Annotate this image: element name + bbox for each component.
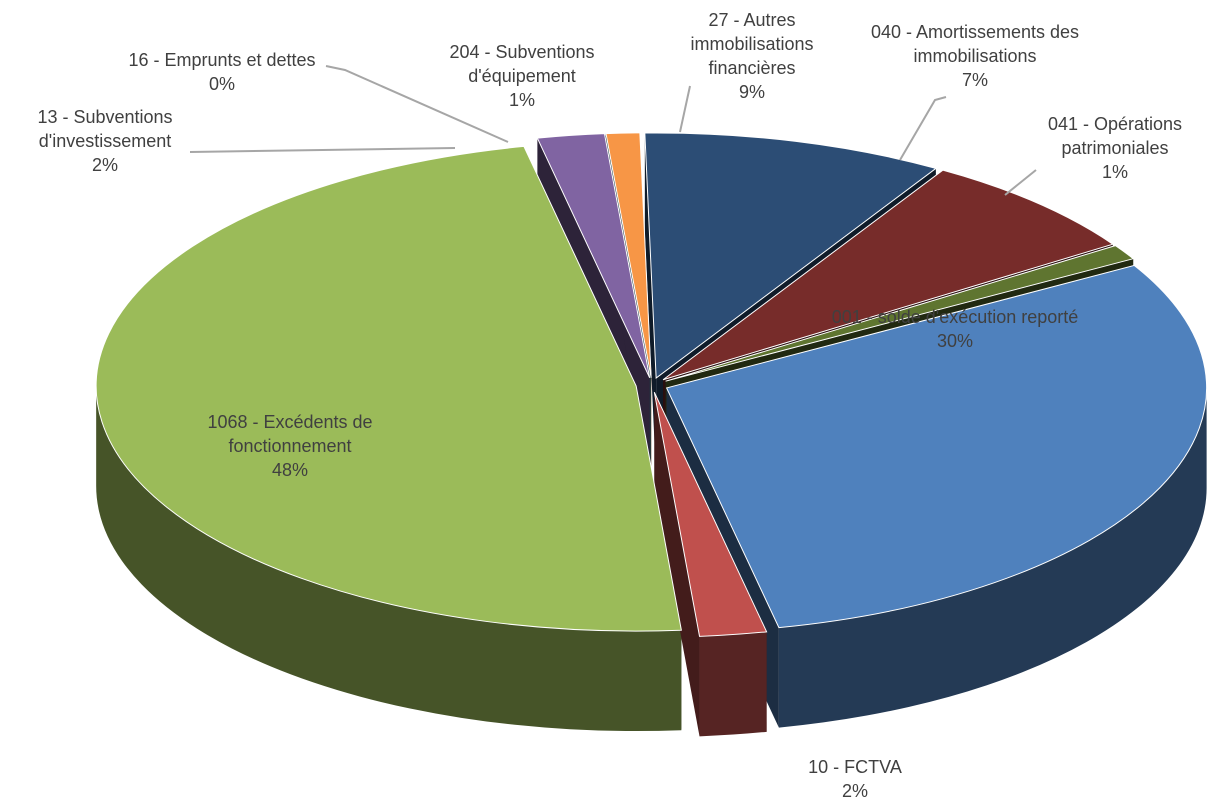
- data-label: 13 - Subventions d'investissement 2%: [5, 105, 205, 177]
- percent-label: 1%: [1101, 162, 1128, 182]
- category-label: 040 - Amortissements des immobilisations: [870, 22, 1080, 66]
- category-label: 001 - solde d'exécution reporté: [831, 307, 1079, 327]
- data-label: 16 - Emprunts et dettes 0%: [92, 48, 352, 96]
- category-label: 27 - Autres immobilisations financières: [690, 10, 814, 78]
- percent-label: 7%: [961, 70, 988, 90]
- slice: [665, 245, 1135, 382]
- slice: [665, 264, 1208, 629]
- category-label: 041 - Opérations patrimoniales: [1047, 114, 1183, 158]
- category-label: 16 - Emprunts et dettes: [128, 50, 316, 70]
- percent-label: 2%: [91, 155, 118, 175]
- slice-tops: [95, 132, 1208, 637]
- leader-line: [679, 85, 691, 133]
- slice: [95, 145, 682, 632]
- category-label: 1068 - Excédents de fonctionnement: [207, 412, 373, 456]
- slice: [605, 132, 652, 378]
- data-label: 041 - Opérations patrimoniales 1%: [1030, 112, 1200, 184]
- category-label: 10 - FCTVA: [808, 757, 902, 777]
- data-label: 204 - Subventions d'équipement 1%: [422, 40, 622, 112]
- slice: [653, 391, 768, 637]
- category-label: 204 - Subventions d'équipement: [449, 42, 595, 86]
- percent-label: 30%: [936, 331, 974, 351]
- slice: [644, 132, 937, 379]
- slice-side: [699, 631, 767, 737]
- data-label: 10 - FCTVA 2%: [780, 755, 930, 799]
- percent-label: 0%: [208, 74, 235, 94]
- data-label: 1068 - Excédents de fonctionnement 48%: [175, 410, 405, 482]
- percent-label: 9%: [738, 82, 765, 102]
- percent-label: 48%: [271, 460, 309, 480]
- percent-label: 1%: [508, 90, 535, 110]
- category-label: 13 - Subventions d'investissement: [37, 107, 173, 151]
- slice: [536, 133, 651, 379]
- leader-line: [189, 147, 456, 153]
- slice-wall: [654, 392, 700, 737]
- data-label: 001 - solde d'exécution reporté 30%: [830, 305, 1080, 353]
- data-label: 27 - Autres immobilisations financières 9…: [657, 8, 847, 104]
- slice: [662, 169, 1114, 381]
- leader-line: [325, 65, 509, 143]
- slice-side: [778, 387, 1207, 728]
- leader-line: [899, 96, 947, 161]
- percent-label: 2%: [841, 781, 868, 799]
- leader-line: [1004, 169, 1037, 196]
- slice-wall: [644, 133, 657, 478]
- data-label: 040 - Amortissements des immobilisations…: [830, 20, 1120, 92]
- slice-side: [96, 386, 682, 732]
